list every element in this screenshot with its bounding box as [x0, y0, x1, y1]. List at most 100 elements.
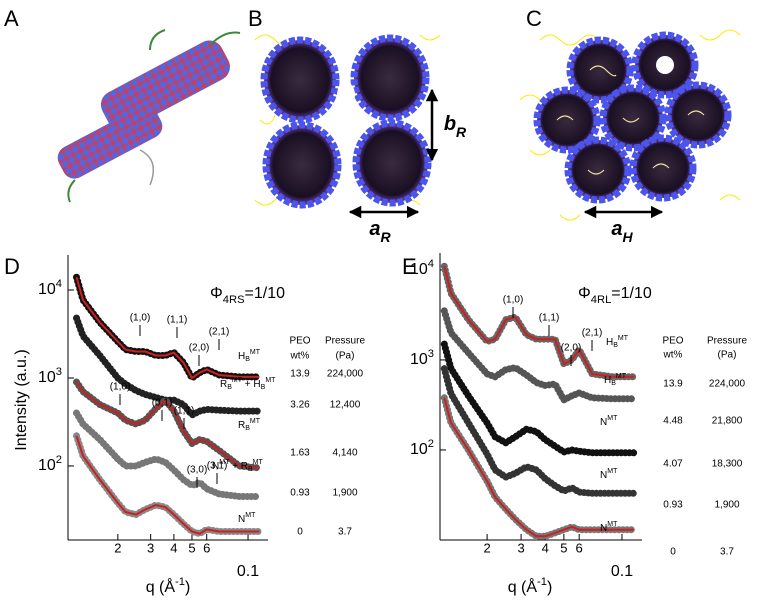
- curve-label: RBMT + HBMT: [220, 377, 276, 391]
- peo-value: 13.9: [290, 369, 310, 380]
- curve-label: HBMT: [606, 335, 629, 349]
- pressure-value: 3.7: [720, 547, 734, 558]
- curve-label: NMT + RBMT: [212, 459, 263, 473]
- fit-curve: [75, 276, 260, 380]
- column-header: (Pa): [336, 351, 355, 362]
- panel-label: D: [4, 254, 20, 279]
- text-part: B: [261, 384, 266, 391]
- column-header: Pressure: [325, 336, 365, 347]
- y-tick-label: 104: [38, 278, 62, 298]
- text-part: q (Å: [146, 577, 176, 596]
- column-header: PEO: [289, 336, 310, 347]
- fit-curve: [75, 381, 260, 469]
- x-tick-label: 3: [517, 540, 524, 555]
- peak-label: (1,0): [130, 313, 151, 324]
- x-tick-label: 6: [576, 540, 583, 555]
- text-part: 2: [56, 454, 62, 466]
- phase-label: Φ4RL=1/10: [578, 285, 652, 306]
- x-tick-label: 5: [560, 540, 567, 555]
- column-header: wt%: [663, 350, 683, 361]
- curve-label: NMT: [600, 521, 618, 533]
- x-tick-label: 4: [542, 540, 549, 555]
- text-part: B: [245, 425, 250, 432]
- y-tick-label: 102: [38, 454, 62, 474]
- x-tick-label: 6: [203, 540, 210, 555]
- panel-label: C: [526, 6, 542, 31]
- panel-label: E: [402, 254, 417, 279]
- text-part: 10: [410, 351, 428, 368]
- curve-label: NMT: [600, 468, 618, 480]
- rectangular-lattice: [254, 34, 441, 219]
- scattering-curve: [440, 365, 638, 497]
- column-header: PEO: [662, 336, 683, 347]
- text-part: R: [220, 379, 227, 390]
- text-part: Φ: [210, 285, 223, 302]
- curve-label: RBMT: [238, 418, 261, 432]
- text-part: H: [623, 229, 634, 245]
- y-tick-label: 103: [410, 348, 434, 368]
- pressure-value: 224,000: [709, 379, 746, 390]
- fit-curve: [443, 397, 634, 538]
- text-part: MT: [232, 377, 243, 384]
- x-tick-label: 0.1: [611, 563, 633, 580]
- text-part: B: [245, 356, 250, 363]
- y-tick-label: 103: [38, 366, 62, 386]
- peak-label: (3,0): [187, 465, 208, 476]
- hexagonal-lattice: [519, 29, 741, 221]
- text-part: B: [248, 466, 253, 473]
- pressure-value: 224,000: [327, 369, 364, 380]
- peak-label: (2,0): [189, 343, 210, 354]
- text-part: MT: [607, 468, 618, 475]
- pressure-value: 3.7: [338, 527, 352, 538]
- text-part: 4: [56, 278, 62, 290]
- peak-label: (1,1): [174, 406, 195, 417]
- text-part: 10: [410, 441, 428, 458]
- text-part: H: [606, 337, 613, 348]
- x-axis-label: q (Å-1): [508, 576, 553, 596]
- peak-label: (0,1): [152, 398, 173, 409]
- scattering-curve: [440, 307, 638, 404]
- text-part: H: [238, 351, 245, 362]
- x-tick-label: 3: [147, 540, 154, 555]
- pressure-value: 18,300: [712, 459, 743, 470]
- text-part: b: [444, 113, 456, 135]
- column-header: Pressure: [707, 336, 747, 347]
- text-part: 10: [38, 369, 56, 386]
- y-axis-label: Intensity (a.u.): [13, 349, 30, 450]
- peo-value: 0.93: [663, 500, 683, 511]
- x-tick-label: 2: [483, 540, 490, 555]
- text-part: MT: [250, 349, 261, 356]
- text-part: a: [611, 218, 622, 240]
- text-part: R: [238, 420, 245, 431]
- text-part: a: [369, 218, 380, 240]
- panel-label: A: [4, 6, 19, 31]
- text-part: B: [227, 384, 232, 391]
- text-part: B: [611, 380, 616, 387]
- fit-curve: [443, 265, 634, 378]
- y-tick-label: 102: [410, 438, 434, 458]
- text-part: + R: [229, 461, 248, 472]
- scattering-curve: [440, 340, 638, 457]
- text-part: R: [381, 229, 392, 245]
- curve-label: HBMT: [604, 373, 627, 387]
- text-part: MT: [607, 521, 618, 528]
- y-tick-label: 104: [410, 258, 434, 278]
- dimension-label: aH: [611, 218, 633, 244]
- text-part: -1: [175, 576, 185, 588]
- peo-value: 3.26: [290, 400, 310, 411]
- text-part: + H: [242, 379, 261, 390]
- text-part: 4RS: [223, 294, 245, 306]
- text-part: N: [600, 417, 607, 428]
- fit-curve: [75, 435, 260, 535]
- text-part: MT: [618, 335, 629, 342]
- text-part: N: [212, 461, 219, 472]
- text-part: N: [238, 514, 245, 525]
- curve-label: NMT: [238, 512, 256, 524]
- x-tick-label: 2: [114, 540, 121, 555]
- peak-label: (2,1): [582, 328, 603, 339]
- text-part: N: [600, 523, 607, 534]
- text-part: H: [604, 375, 611, 386]
- column-header: (Pa): [718, 350, 737, 361]
- x-tick-label: 4: [170, 540, 177, 555]
